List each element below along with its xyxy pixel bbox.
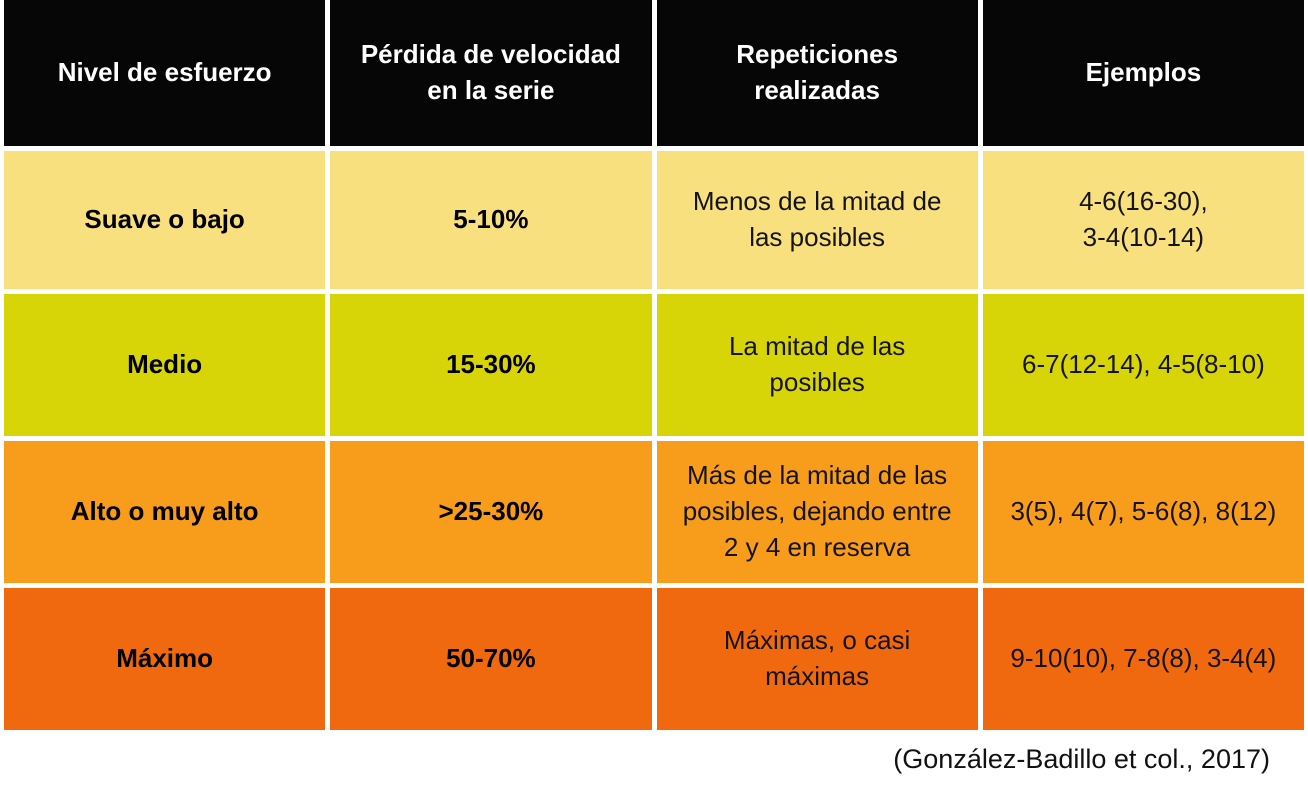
cell-r1-nivel-text: Suave o bajo bbox=[84, 204, 245, 235]
cell-r3-ejemplos-text: 3(5), 4(7), 5-6(8), 8(12) bbox=[1010, 496, 1277, 527]
cell-r2-nivel: Medio bbox=[4, 294, 326, 436]
cell-r4-nivel: Máximo bbox=[4, 588, 326, 730]
cell-r1-repeticiones: Menos de la mitad de las posibles bbox=[656, 151, 978, 289]
cell-r3-nivel: Alto o muy alto bbox=[4, 441, 326, 583]
cell-r3-repeticiones-text: Más de la mitad de las posibles, dejando… bbox=[682, 460, 952, 562]
column-header-perdida-label: Pérdida de velocidad en la serie bbox=[360, 39, 621, 105]
cell-r4-repeticiones: Máximas, o casi máximas bbox=[656, 588, 978, 730]
cell-r1-nivel: Suave o bajo bbox=[4, 151, 326, 289]
cell-r2-ejemplos: 6-7(12-14), 4-5(8-10) bbox=[982, 294, 1304, 436]
cell-r4-nivel-text: Máximo bbox=[116, 643, 214, 674]
cell-r2-ejemplos-text: 6-7(12-14), 4-5(8-10) bbox=[1021, 349, 1265, 380]
column-header-repeticiones: Repeticiones realizadas bbox=[656, 0, 978, 146]
cell-r4-ejemplos: 9-10(10), 7-8(8), 3-4(4) bbox=[982, 588, 1304, 730]
cell-r3-perdida: >25-30% bbox=[330, 441, 652, 583]
cell-r1-perdida-text: 5-10% bbox=[453, 204, 529, 235]
cell-r4-ejemplos-text: 9-10(10), 7-8(8), 3-4(4) bbox=[1010, 643, 1277, 674]
cell-r2-nivel-text: Medio bbox=[127, 349, 203, 380]
column-header-repeticiones-label: Repeticiones realizadas bbox=[736, 39, 899, 105]
cell-r1-repeticiones-text: Menos de la mitad de las posibles bbox=[692, 186, 942, 252]
citation-text: (González-Badillo et col., 2017) bbox=[893, 744, 1270, 774]
cell-r1-perdida: 5-10% bbox=[330, 151, 652, 289]
column-header-nivel: Nivel de esfuerzo bbox=[4, 0, 326, 146]
cell-r2-repeticiones-text: La mitad de las posibles bbox=[728, 331, 906, 397]
cell-r4-perdida: 50-70% bbox=[330, 588, 652, 730]
cell-r2-perdida-text: 15-30% bbox=[446, 349, 536, 380]
cell-r1-ejemplos-text: 4-6(16-30), 3-4(10-14) bbox=[1079, 186, 1208, 252]
cell-r3-ejemplos: 3(5), 4(7), 5-6(8), 8(12) bbox=[982, 441, 1304, 583]
effort-level-table: Nivel de esfuerzo Pérdida de velocidad e… bbox=[4, 0, 1304, 730]
column-header-nivel-label: Nivel de esfuerzo bbox=[57, 57, 272, 88]
citation-area: (González-Badillo et col., 2017) bbox=[0, 730, 1308, 789]
cell-r4-perdida-text: 50-70% bbox=[446, 643, 536, 674]
column-header-ejemplos: Ejemplos bbox=[982, 0, 1304, 146]
cell-r4-repeticiones-text: Máximas, o casi máximas bbox=[723, 625, 911, 691]
column-header-ejemplos-label: Ejemplos bbox=[1085, 57, 1202, 88]
cell-r2-repeticiones: La mitad de las posibles bbox=[656, 294, 978, 436]
cell-r3-perdida-text: >25-30% bbox=[438, 496, 544, 527]
cell-r3-nivel-text: Alto o muy alto bbox=[70, 496, 259, 527]
cell-r2-perdida: 15-30% bbox=[330, 294, 652, 436]
cell-r3-repeticiones: Más de la mitad de las posibles, dejando… bbox=[656, 441, 978, 583]
cell-r1-ejemplos: 4-6(16-30), 3-4(10-14) bbox=[982, 151, 1304, 289]
column-header-perdida: Pérdida de velocidad en la serie bbox=[330, 0, 652, 146]
